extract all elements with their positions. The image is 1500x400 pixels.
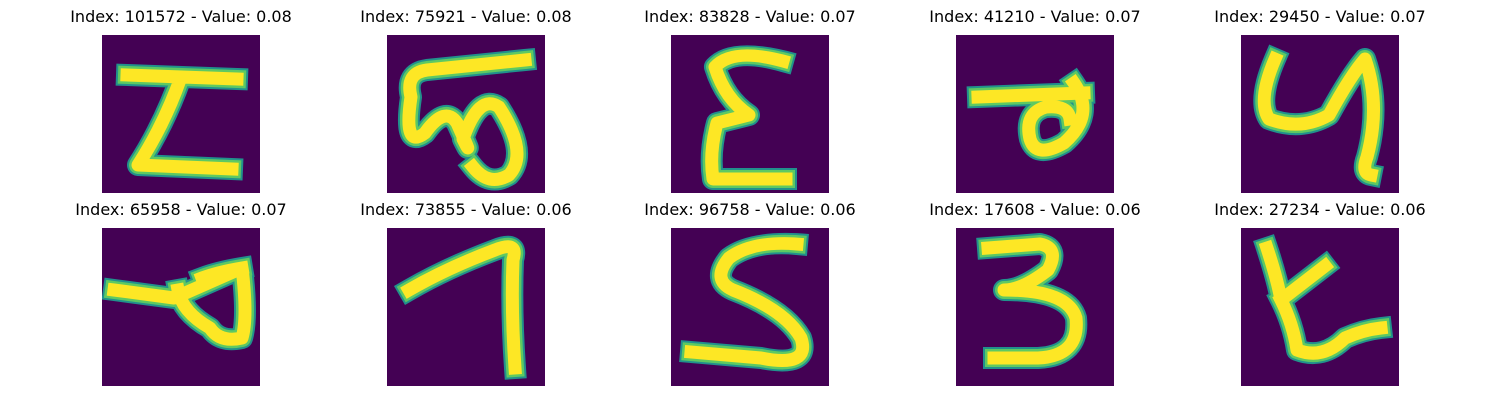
digit-panel: Index: 41210 - Value: 0.07 — [929, 7, 1141, 193]
panel-title: Index: 17608 - Value: 0.06 — [929, 200, 1141, 219]
digit-panel: Index: 101572 - Value: 0.08 — [70, 7, 292, 193]
panel-title: Index: 75921 - Value: 0.08 — [360, 7, 572, 26]
digit-panel: Index: 75921 - Value: 0.08 — [360, 7, 572, 193]
digit-panel: Index: 29450 - Value: 0.07 — [1214, 7, 1426, 193]
handwritten-glyph — [397, 47, 538, 191]
digit-image — [387, 35, 545, 193]
panel-title: Index: 27234 - Value: 0.06 — [1214, 200, 1426, 219]
handwritten-glyph — [966, 67, 1096, 161]
handwritten-glyph — [679, 232, 814, 372]
digit-panel: Index: 83828 - Value: 0.07 — [644, 7, 856, 193]
digit-panel: Index: 73855 - Value: 0.06 — [360, 200, 572, 386]
handwritten-glyph — [700, 44, 797, 190]
digit-image — [1241, 35, 1399, 193]
handwritten-glyph — [102, 255, 256, 351]
panel-title: Index: 101572 - Value: 0.08 — [70, 7, 292, 26]
panel-title: Index: 83828 - Value: 0.07 — [644, 7, 856, 26]
panel-title: Index: 29450 - Value: 0.07 — [1214, 7, 1426, 26]
digit-image — [671, 228, 829, 386]
handwritten-glyph — [1253, 44, 1385, 188]
handwritten-glyph — [976, 233, 1088, 369]
panel-title: Index: 73855 - Value: 0.06 — [360, 200, 572, 219]
digit-image — [102, 35, 260, 193]
handwritten-glyph — [115, 63, 249, 181]
panel-title: Index: 65958 - Value: 0.07 — [75, 200, 287, 219]
digit-image — [956, 35, 1114, 193]
panel-title: Index: 96758 - Value: 0.06 — [644, 200, 856, 219]
digit-image — [1241, 228, 1399, 386]
handwritten-glyph — [1253, 234, 1394, 364]
digit-image — [387, 228, 545, 386]
digit-panel: Index: 96758 - Value: 0.06 — [644, 200, 856, 386]
digit-image — [956, 228, 1114, 386]
digit-image — [671, 35, 829, 193]
panel-title: Index: 41210 - Value: 0.07 — [929, 7, 1141, 26]
digit-image — [102, 228, 260, 386]
handwritten-glyph — [393, 235, 527, 380]
digit-panel: Index: 17608 - Value: 0.06 — [929, 200, 1141, 386]
digit-panel: Index: 65958 - Value: 0.07 — [75, 200, 287, 386]
digit-panel: Index: 27234 - Value: 0.06 — [1214, 200, 1426, 386]
